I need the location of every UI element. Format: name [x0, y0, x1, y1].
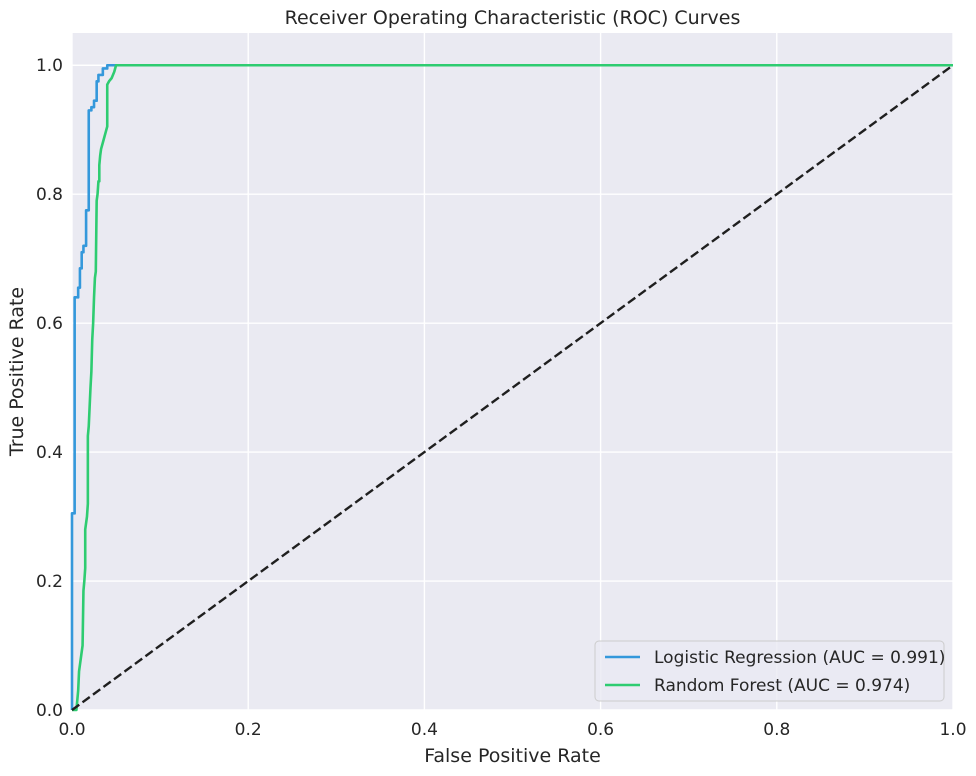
- y-tick-label: 0.6: [36, 314, 63, 334]
- x-tick-label: 0.2: [235, 720, 262, 740]
- legend-box: [594, 640, 945, 702]
- x-axis-label: False Positive Rate: [424, 745, 601, 767]
- x-tick-label: 0.6: [587, 720, 614, 740]
- series-line-1: [72, 63, 953, 712]
- grid-lines: [71, 33, 954, 711]
- y-tick-label: 1.0: [36, 56, 63, 76]
- x-tick-label: 0.8: [763, 720, 790, 740]
- series-lines: [70, 63, 954, 712]
- tick-labels: 0.0 0.2 0.4 0.6 0.8 1.0 0.0 0.2 0.4 0.6 0.8 1.0: [36, 56, 967, 740]
- series-line-0: [70, 63, 953, 710]
- legend-label: Logistic Regression (AUC = 0.991): [654, 648, 945, 668]
- x-tick-label: 0.4: [411, 720, 438, 740]
- plot-area: [72, 33, 953, 710]
- chart-title: Receiver Operating Characteristic (ROC) …: [285, 7, 741, 29]
- y-tick-label: 0.8: [36, 185, 63, 205]
- y-tick-label: 0.0: [36, 701, 63, 721]
- y-tick-label: 0.2: [36, 572, 63, 592]
- x-tick-label: 0.0: [58, 720, 85, 740]
- y-tick-label: 0.4: [36, 443, 63, 463]
- x-tick-label: 1.0: [939, 720, 966, 740]
- legend: Logistic Regression (AUC = 0.991) Random …: [594, 640, 945, 702]
- y-axis-label: True Positive Rate: [6, 287, 28, 457]
- legend-label: Random Forest (AUC = 0.974): [654, 676, 910, 696]
